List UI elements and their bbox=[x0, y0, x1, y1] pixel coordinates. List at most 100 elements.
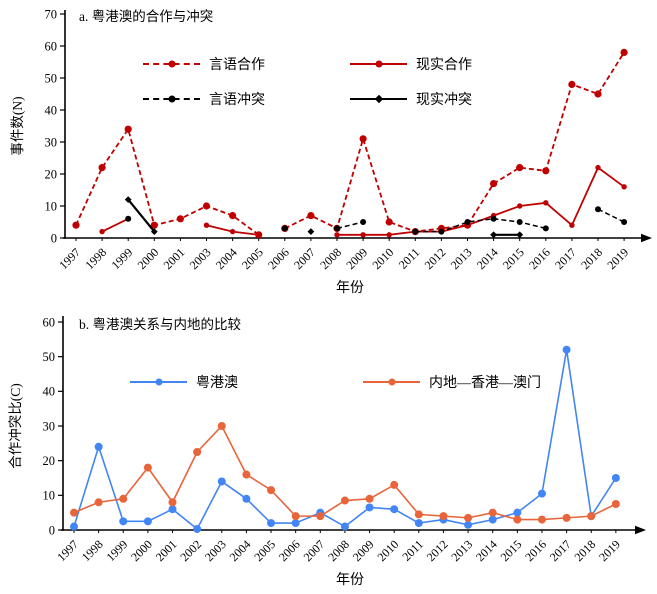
data-point bbox=[168, 498, 177, 507]
data-point bbox=[143, 517, 152, 526]
data-point bbox=[414, 510, 423, 519]
data-point bbox=[334, 232, 340, 238]
data-point bbox=[267, 486, 276, 495]
y-tick-label: 0 bbox=[49, 523, 55, 537]
data-point bbox=[98, 164, 106, 172]
series-line bbox=[101, 217, 129, 233]
x-tick-label: 2011 bbox=[396, 245, 423, 272]
data-point bbox=[390, 480, 399, 489]
data-point bbox=[193, 524, 202, 533]
x-tick-label: 2019 bbox=[604, 245, 631, 272]
y-tick-label: 30 bbox=[43, 419, 56, 433]
data-point bbox=[119, 517, 128, 526]
x-tick-label: 2000 bbox=[128, 537, 155, 564]
data-point bbox=[94, 442, 103, 451]
data-point bbox=[307, 212, 315, 220]
data-point bbox=[490, 215, 497, 222]
data-point bbox=[568, 80, 576, 88]
x-tick-label: 2001 bbox=[161, 245, 188, 272]
x-tick-label: 2012 bbox=[422, 245, 449, 272]
y-tick-label: 20 bbox=[43, 454, 56, 468]
x-tick-label: 1997 bbox=[54, 537, 81, 564]
legend-item-guangdong-hongkong-macao: 粤港澳 bbox=[130, 372, 238, 392]
x-tick-label: 2016 bbox=[526, 245, 553, 272]
x-tick-label: 2009 bbox=[350, 537, 377, 564]
y-tick-label: 0 bbox=[51, 231, 57, 245]
x-tick-label: 2003 bbox=[202, 537, 229, 564]
series-line bbox=[73, 424, 617, 521]
data-point bbox=[516, 164, 524, 172]
data-point bbox=[464, 520, 473, 529]
y-tick-label: 20 bbox=[45, 167, 58, 181]
data-point bbox=[569, 222, 575, 228]
data-point bbox=[516, 231, 524, 239]
data-point bbox=[490, 231, 497, 239]
data-point bbox=[621, 184, 627, 190]
x-tick-label: 1999 bbox=[108, 245, 135, 272]
series-line bbox=[75, 127, 260, 236]
legend-item-verbal-conflict: 言语冲突 bbox=[143, 89, 265, 109]
data-point bbox=[267, 519, 276, 528]
circle-marker-icon bbox=[375, 60, 382, 68]
x-tick-label: 2001 bbox=[153, 537, 180, 564]
legend-item-actual-cooperation: 现实合作 bbox=[350, 54, 472, 74]
data-point bbox=[334, 225, 340, 232]
data-point bbox=[517, 203, 523, 209]
data-point bbox=[611, 499, 620, 508]
circle-marker-icon bbox=[388, 378, 395, 386]
legend-label: 现实合作 bbox=[416, 58, 472, 73]
circle-marker-icon bbox=[155, 378, 162, 386]
data-point bbox=[562, 345, 571, 354]
data-point bbox=[217, 477, 226, 486]
data-point bbox=[537, 515, 546, 524]
x-tick-label: 2006 bbox=[265, 245, 292, 272]
data-point bbox=[119, 494, 128, 503]
data-point bbox=[242, 470, 251, 479]
data-point bbox=[542, 167, 550, 175]
data-point bbox=[242, 494, 251, 503]
data-point bbox=[542, 225, 549, 232]
data-point bbox=[513, 508, 522, 517]
x-tick-label: 2007 bbox=[301, 537, 328, 564]
legend-item-mainland-hongkong-macao: 内地—香港—澳门 bbox=[363, 372, 541, 392]
data-point bbox=[229, 228, 236, 235]
data-point bbox=[281, 225, 288, 232]
y-tick-label: 10 bbox=[45, 199, 58, 213]
data-point bbox=[620, 48, 628, 57]
data-point bbox=[412, 228, 419, 235]
x-tick-label: 2014 bbox=[474, 245, 501, 272]
circle-marker-icon bbox=[168, 60, 175, 68]
series-line bbox=[337, 166, 625, 236]
x-tick-label: 2013 bbox=[448, 537, 475, 564]
legend-label: 粤港澳 bbox=[196, 376, 238, 391]
axis-arrow-icon bbox=[641, 233, 652, 243]
data-point bbox=[595, 206, 601, 213]
legend-sample-orange-solid bbox=[363, 375, 420, 389]
legend-sample-red-dashed bbox=[143, 57, 200, 71]
data-point bbox=[202, 202, 211, 210]
data-point bbox=[621, 219, 628, 225]
chart-b-x-axis-label: 年份 bbox=[336, 573, 364, 588]
data-point bbox=[307, 228, 315, 235]
x-tick-label: 2008 bbox=[317, 245, 344, 272]
x-tick-label: 2014 bbox=[473, 537, 500, 564]
data-point bbox=[360, 232, 366, 238]
series-line bbox=[336, 221, 364, 230]
data-point bbox=[513, 515, 522, 524]
data-point bbox=[594, 90, 602, 98]
x-tick-label: 2012 bbox=[424, 537, 451, 564]
legend-sample-black-dashed bbox=[143, 92, 200, 106]
data-point bbox=[414, 519, 423, 528]
chart-a-x-axis-label: 年份 bbox=[336, 281, 364, 296]
data-point bbox=[229, 212, 237, 220]
x-tick-label: 2013 bbox=[448, 245, 475, 272]
data-point bbox=[390, 505, 399, 514]
x-tick-label: 2018 bbox=[571, 537, 598, 564]
data-point bbox=[340, 496, 349, 505]
circle-marker-icon bbox=[168, 95, 175, 103]
data-point bbox=[488, 515, 497, 524]
data-point bbox=[99, 228, 105, 235]
data-point bbox=[360, 219, 367, 225]
x-tick-label: 2015 bbox=[500, 245, 527, 272]
